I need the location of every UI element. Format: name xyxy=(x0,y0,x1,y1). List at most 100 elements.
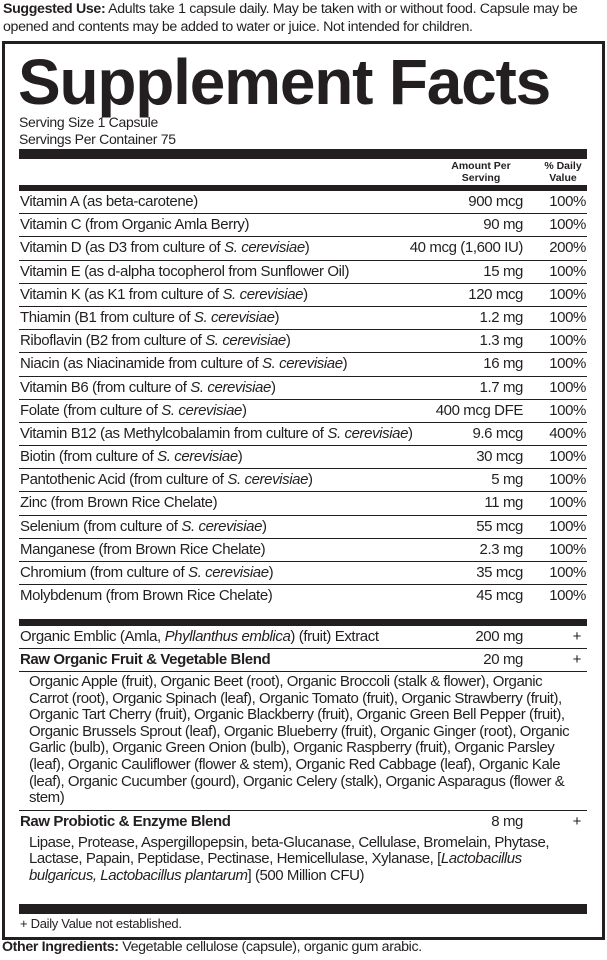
nutrient-dv: 100% xyxy=(549,494,586,512)
suggested-use: Suggested Use: Adults take 1 capsule dai… xyxy=(3,0,607,36)
nutrient-amount: 1.7 mg xyxy=(479,378,524,396)
other-ingredients-label: Other Ingredients: xyxy=(2,939,119,955)
nutrient-amount: 11 mg xyxy=(484,494,523,512)
nutrient-name: Vitamin B12 (as Methylcobalamin from cul… xyxy=(20,424,413,442)
nutrient-name: Zinc (from Brown Rice Chelate) xyxy=(20,494,218,512)
nutrient-row: Molybdenum (from Brown Rice Chelate) 45 m… xyxy=(19,585,587,607)
dv-header: % Daily Value xyxy=(544,160,582,184)
fruit-blend-row: Raw Organic Fruit & Vegetable Blend 20 m… xyxy=(19,649,587,672)
nutrient-dv: 100% xyxy=(549,193,586,210)
nutrient-amount: 45 mcg xyxy=(476,587,523,605)
fruit-blend-ingredients: Organic Apple (fruit), Organic Beet (roo… xyxy=(19,672,587,811)
nutrient-dv: 200% xyxy=(549,239,586,257)
nutrient-dv: 100% xyxy=(549,448,586,466)
nutrient-name: Niacin (as Niacinamide from culture of S… xyxy=(20,355,348,373)
thick-divider xyxy=(19,904,587,914)
nutrient-row: Niacin (as Niacinamide from culture of S… xyxy=(19,353,587,377)
nutrient-dv: 100% xyxy=(549,587,586,605)
blend-amount: 8 mg xyxy=(491,812,523,830)
nutrient-amount: 16 mg xyxy=(483,355,523,373)
nutrient-amount: 5 mg xyxy=(491,471,523,489)
nutrient-name: Folate (from culture of S. cerevisiae) xyxy=(20,401,247,419)
nutrient-amount: 400 mcg DFE xyxy=(435,401,524,419)
nutrient-dv: 400% xyxy=(549,424,586,442)
nutrient-amount: 90 mg xyxy=(483,216,523,234)
nutrient-dv: 100% xyxy=(549,540,586,558)
supplement-facts-panel: Supplement Facts Serving Size 1 Capsule … xyxy=(2,41,605,940)
blend-name: Raw Organic Fruit & Vegetable Blend xyxy=(20,651,271,668)
nutrient-amount: 1.2 mg xyxy=(479,308,524,326)
nutrient-row: Biotin (from culture of S. cerevisiae) 30… xyxy=(19,446,587,470)
nutrient-dv: 100% xyxy=(549,308,586,326)
nutrient-name: Vitamin A (as beta-carotene) xyxy=(20,193,198,210)
nutrient-row: Vitamin E (as d-alpha tocopherol from Su… xyxy=(19,261,587,284)
nutrient-dv: + xyxy=(572,628,582,645)
nutrient-dv: 100% xyxy=(549,471,586,489)
nutrient-name: Thiamin (B1 from culture of S. cerevisia… xyxy=(20,308,280,326)
nutrient-dv: 100% xyxy=(549,262,586,280)
nutrient-name: Vitamin K (as K1 from culture of S. cere… xyxy=(20,285,308,303)
nutrient-name: Biotin (from culture of S. cerevisiae) xyxy=(20,448,243,466)
nutrient-row: Selenium (from culture of S. cerevisiae)… xyxy=(19,516,587,539)
serving-size: Serving Size 1 Capsule xyxy=(19,114,158,130)
nutrient-name: Vitamin E (as d-alpha tocopherol from Su… xyxy=(20,262,350,280)
nutrient-dv: 100% xyxy=(549,216,586,234)
nutrient-amount: 1.3 mg xyxy=(479,332,524,350)
nutrient-row: Vitamin C (from Organic Amla Berry) 90 mg… xyxy=(19,214,587,238)
nutrient-name: Chromium (from culture of S. cerevisiae) xyxy=(20,564,274,581)
nutrient-row: Manganese (from Brown Rice Chelate) 2.3 m… xyxy=(19,539,587,562)
nutrient-name: Molybdenum (from Brown Rice Chelate) xyxy=(20,587,273,605)
nutrient-dv: 100% xyxy=(549,355,586,373)
nutrient-amount: 900 mcg xyxy=(468,193,523,210)
thick-divider xyxy=(19,619,587,626)
panel-title: Supplement Facts xyxy=(18,46,551,118)
blend-dv: + xyxy=(572,812,582,830)
nutrient-row: Vitamin K (as K1 from culture of S. cere… xyxy=(19,284,587,307)
footnote: + Daily Value not established. xyxy=(20,916,182,931)
probiotic-blend-row: Raw Probiotic & Enzyme Blend 8 mg + xyxy=(19,811,587,833)
nutrient-amount: 200 mg xyxy=(475,628,523,645)
nutrient-dv: 100% xyxy=(549,332,586,350)
nutrient-name: Selenium (from culture of S. cerevisiae) xyxy=(20,517,267,535)
suggested-use-label: Suggested Use: xyxy=(3,1,106,17)
nutrient-name: Pantothenic Acid (from culture of S. cer… xyxy=(20,471,313,489)
nutrient-dv: 100% xyxy=(549,285,586,303)
nutrient-name: Manganese (from Brown Rice Chelate) xyxy=(20,540,266,558)
nutrient-name: Vitamin B6 (from culture of S. cerevisia… xyxy=(20,378,276,396)
nutrient-dv: 100% xyxy=(549,401,586,419)
nutrient-amount: 40 mcg (1,600 IU) xyxy=(409,239,524,257)
other-ingredients-text: Vegetable cellulose (capsule), organic g… xyxy=(118,939,422,955)
nutrient-amount: 15 mg xyxy=(483,262,523,280)
nutrient-amount: 35 mcg xyxy=(476,564,523,581)
nutrient-row: Folate (from culture of S. cerevisiae) 40… xyxy=(19,400,587,423)
nutrient-amount: 120 mcg xyxy=(468,285,523,303)
servings-per-container: Servings Per Container 75 xyxy=(19,131,176,147)
emblic-row: Organic Emblic (Amla, Phyllanthus emblic… xyxy=(19,626,587,649)
amount-header: Amount Per Serving xyxy=(451,160,511,184)
nutrient-row: Vitamin A (as beta-carotene) 900 mcg 100% xyxy=(19,191,587,215)
nutrient-row: Riboflavin (B2 from culture of S. cerevi… xyxy=(19,330,587,354)
suggested-use-text: Adults take 1 capsule daily. May be take… xyxy=(3,1,578,35)
nutrient-row: Pantothenic Acid (from culture of S. cer… xyxy=(19,469,587,493)
nutrient-name: Vitamin D (as D3 from culture of S. cere… xyxy=(20,239,310,257)
nutrient-amount: 55 mcg xyxy=(476,517,523,535)
nutrient-row: Thiamin (B1 from culture of S. cerevisia… xyxy=(19,307,587,331)
nutrient-dv: 100% xyxy=(549,517,586,535)
blend-amount: 20 mg xyxy=(483,651,523,668)
other-ingredients: Other Ingredients: Vegetable cellulose (… xyxy=(2,939,422,955)
probiotic-blend-ingredients: Lipase, Protease, Aspergillopepsin, beta… xyxy=(29,833,550,884)
nutrient-amount: 9.6 mcg xyxy=(472,424,523,442)
blend-section: Organic Emblic (Amla, Phyllanthus emblic… xyxy=(19,626,587,888)
blend-name: Raw Probiotic & Enzyme Blend xyxy=(20,812,231,830)
nutrient-name: Organic Emblic (Amla, Phyllanthus emblic… xyxy=(20,628,379,645)
nutrient-dv: 100% xyxy=(549,564,586,581)
nutrient-amount: 30 mcg xyxy=(476,448,523,466)
nutrient-row: Vitamin B6 (from culture of S. cerevisia… xyxy=(19,377,587,400)
nutrient-dv: 100% xyxy=(549,378,586,396)
nutrient-row: Vitamin B12 (as Methylcobalamin from cul… xyxy=(19,423,587,447)
nutrient-name: Riboflavin (B2 from culture of S. cerevi… xyxy=(20,332,291,350)
thick-divider xyxy=(19,149,587,159)
serving-info: Serving Size 1 Capsule Servings Per Cont… xyxy=(19,114,176,148)
nutrient-row: Zinc (from Brown Rice Chelate) 11 mg 100% xyxy=(19,492,587,516)
blend-dv: + xyxy=(572,651,582,668)
